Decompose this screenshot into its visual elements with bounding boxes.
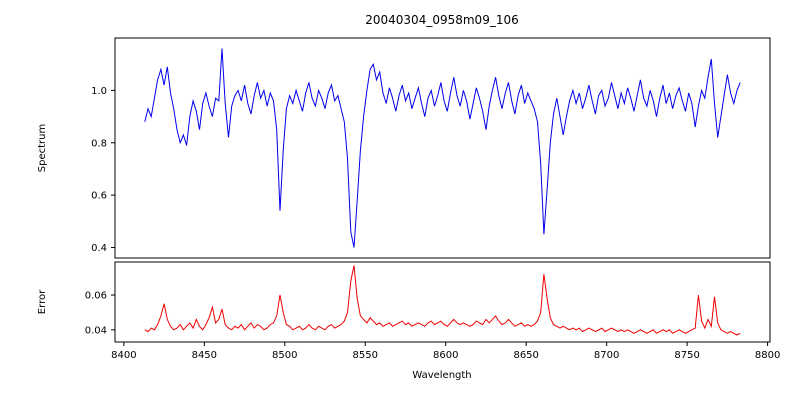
x-tick-label: 8700	[594, 350, 619, 361]
x-tick-label: 8450	[192, 350, 217, 361]
spectrum-y-tick-label: 0.8	[91, 138, 107, 149]
x-tick-label: 8750	[674, 350, 699, 361]
spectrum-y-tick-label: 1.0	[91, 86, 107, 97]
error-y-tick-label: 0.04	[85, 325, 107, 336]
error-line	[144, 265, 741, 336]
spectrum-y-tick-label: 0.4	[91, 243, 107, 254]
x-tick-label: 8550	[353, 350, 378, 361]
spectrum-panel-border	[114, 37, 771, 259]
x-tick-label: 8400	[111, 350, 136, 361]
error-panel-border	[114, 261, 771, 343]
error-y-axis-label: Error	[37, 289, 48, 314]
spectrum-y-axis-label: Spectrum	[37, 124, 48, 172]
spectrum-y-tick-label: 0.6	[91, 191, 107, 202]
error-y-tick-label: 0.06	[85, 291, 107, 302]
x-tick-label: 8500	[272, 350, 297, 361]
x-tick-label: 8650	[513, 350, 538, 361]
ticks-layer: 0.4 0.6 0.8 1.0 0.04 0.06 8400 8450 8500 8550 8600…	[85, 86, 781, 361]
spectrum-line	[144, 48, 741, 248]
x-tick-label: 8800	[755, 350, 780, 361]
x-axis-label: Wavelength	[412, 370, 471, 381]
x-tick-label: 8600	[433, 350, 458, 361]
chart-title: 20040304_0958m09_106	[365, 13, 518, 27]
